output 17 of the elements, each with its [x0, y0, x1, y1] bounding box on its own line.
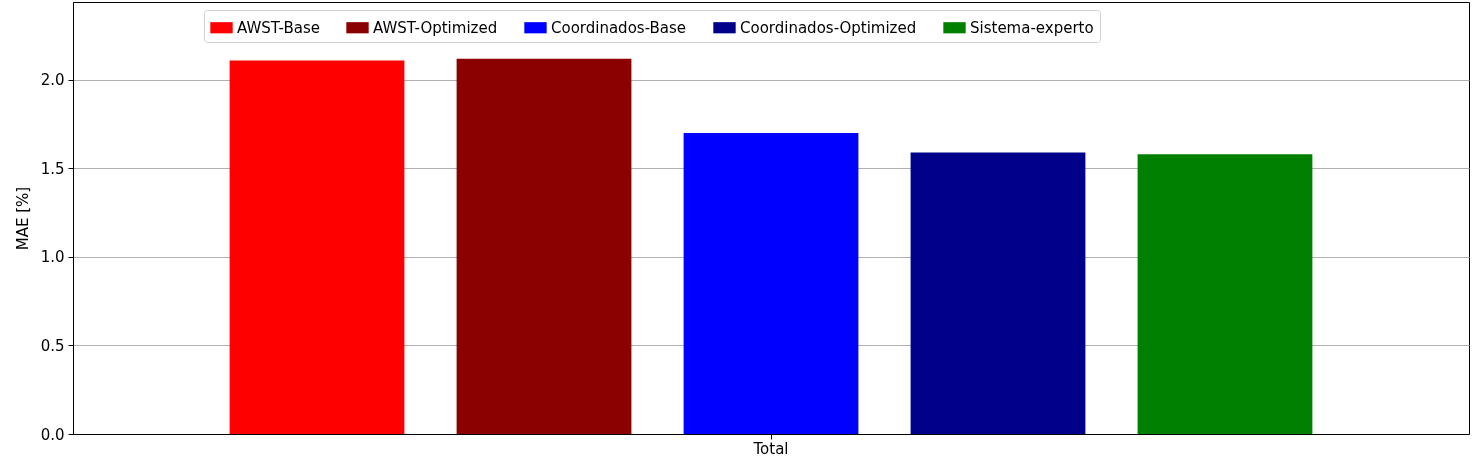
y-tick-label: 2.0 [40, 71, 65, 90]
y-tick-label: 1.0 [40, 248, 65, 267]
legend-label: Sistema-experto [970, 18, 1094, 37]
y-tick-label: 0.5 [40, 336, 65, 355]
y-axis-title: MAE [%] [13, 186, 32, 251]
legend-label: AWST-Optimized [373, 18, 498, 37]
legend-label: AWST-Base [237, 18, 320, 37]
legend-label: Coordinados-Optimized [740, 18, 917, 37]
bar [1137, 154, 1313, 434]
bar [910, 152, 1086, 434]
bar [456, 58, 632, 434]
x-tick-label: Total [752, 439, 789, 458]
legend-label: Coordinados-Base [551, 18, 687, 37]
y-tick-label: 0.0 [40, 425, 65, 444]
bar [683, 133, 859, 434]
bar [229, 60, 405, 434]
y-tick-label: 1.5 [40, 159, 65, 178]
